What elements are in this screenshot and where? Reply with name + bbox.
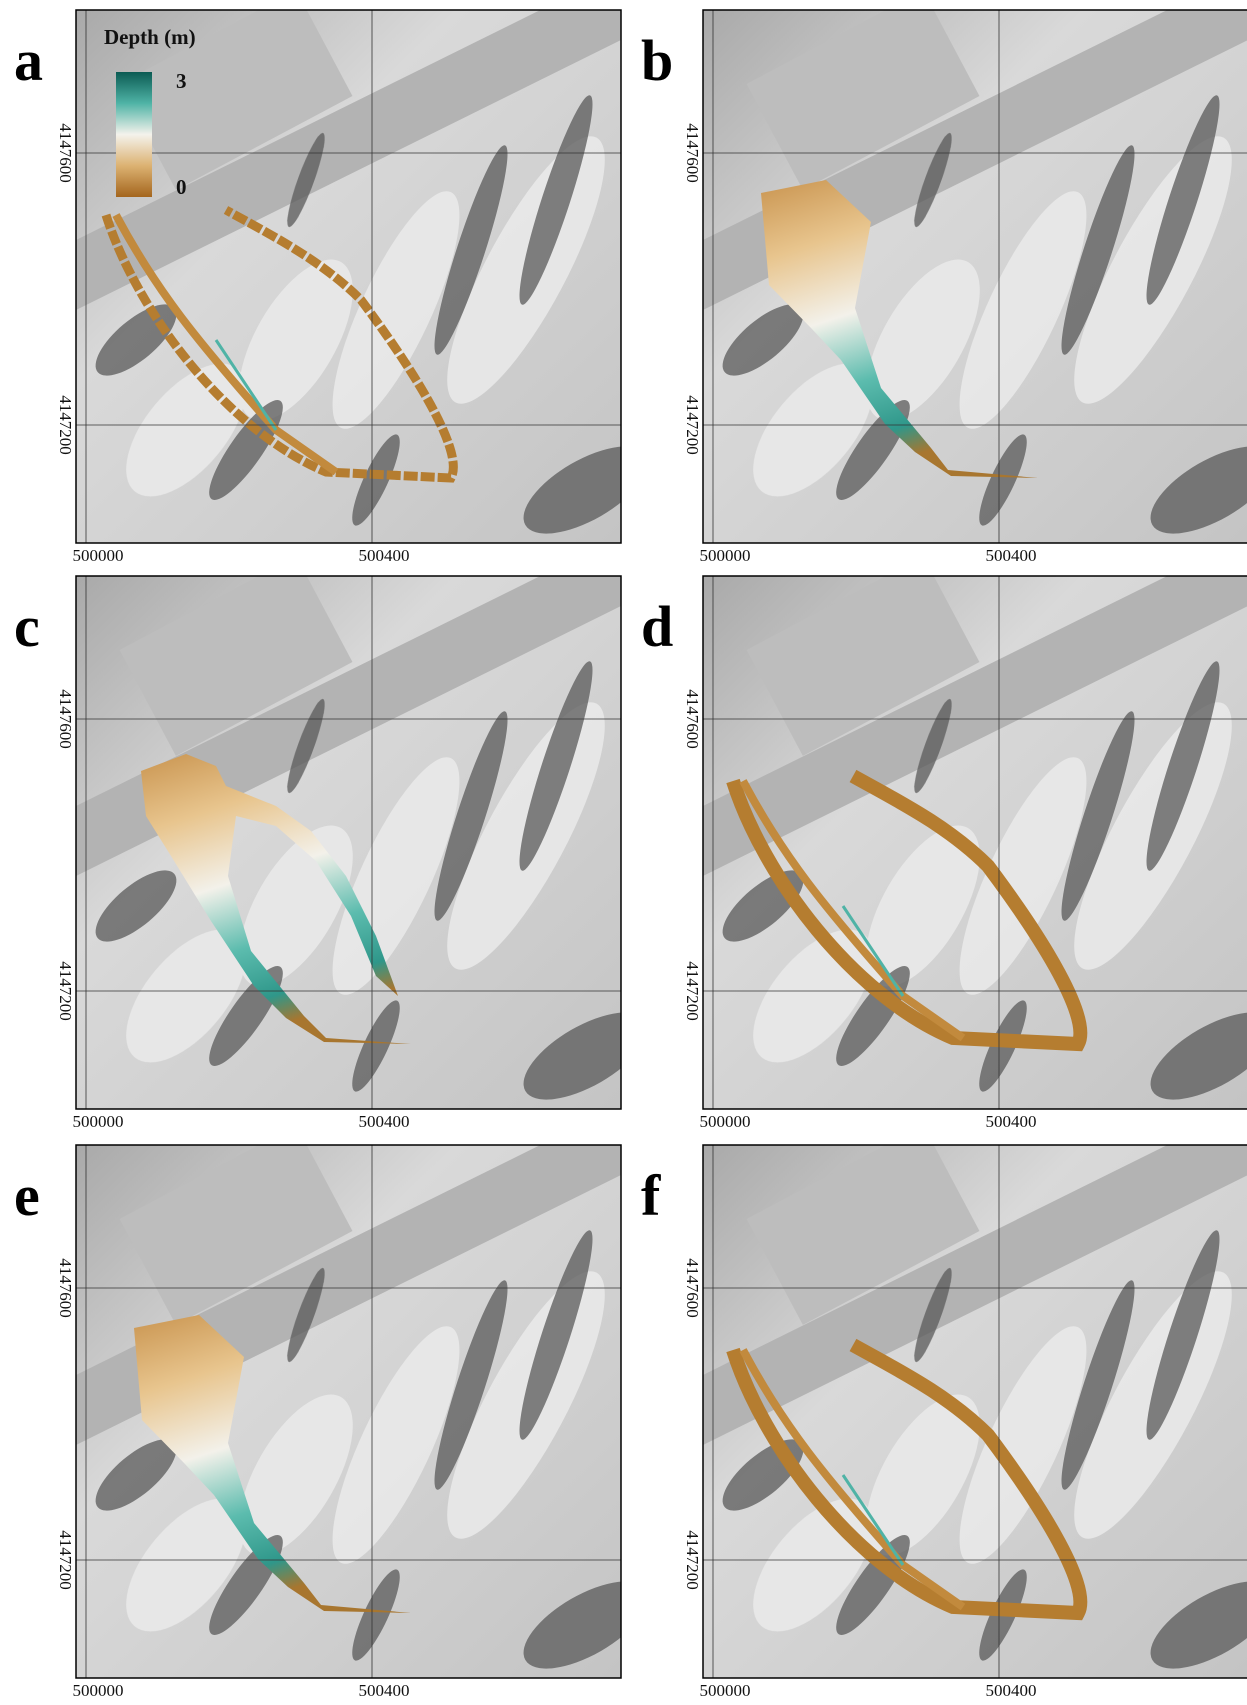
panel-label: f bbox=[641, 1163, 661, 1228]
legend-min: 0 bbox=[176, 175, 187, 199]
map-panel: 500000 500400 4147600 4147200 bbox=[683, 536, 1247, 1131]
x-tick-label: 500000 bbox=[73, 546, 124, 565]
y-tick-label: 4147200 bbox=[56, 395, 75, 455]
map-panel: 500000 500400 4147600 4147200 bbox=[683, 0, 1247, 565]
panel-label: e bbox=[14, 1163, 40, 1228]
map-area bbox=[703, 536, 1247, 1117]
map-panel: 500000 500400 4147600 4147200 bbox=[56, 1105, 662, 1700]
y-tick-label: 4147200 bbox=[683, 1530, 702, 1590]
x-tick-label: 500000 bbox=[700, 1681, 751, 1700]
hillshade bbox=[703, 1105, 1247, 1686]
x-tick-label: 500000 bbox=[73, 1112, 124, 1131]
hillshade bbox=[76, 0, 662, 551]
y-tick-label: 4147600 bbox=[56, 689, 75, 749]
x-tick-label: 500400 bbox=[359, 546, 410, 565]
y-tick-label: 4147200 bbox=[683, 961, 702, 1021]
y-tick-label: 4147600 bbox=[56, 123, 75, 183]
panel-label: a bbox=[14, 28, 43, 93]
legend-max: 3 bbox=[176, 69, 187, 93]
map-area bbox=[76, 536, 662, 1117]
y-tick-label: 4147600 bbox=[683, 1258, 702, 1318]
map-area bbox=[76, 0, 662, 551]
figure: 500000 500400 4147600 4147200 a 500000 500400 4… bbox=[0, 0, 1247, 1705]
map-area bbox=[76, 1105, 662, 1686]
x-tick-label: 500400 bbox=[986, 1112, 1037, 1131]
y-tick-label: 4147200 bbox=[56, 1530, 75, 1590]
y-tick-label: 4147600 bbox=[56, 1258, 75, 1318]
x-tick-label: 500400 bbox=[986, 546, 1037, 565]
y-tick-label: 4147200 bbox=[56, 961, 75, 1021]
x-tick-label: 500400 bbox=[986, 1681, 1037, 1700]
x-tick-label: 500400 bbox=[359, 1112, 410, 1131]
panel-label: d bbox=[641, 594, 673, 659]
legend-colorbar bbox=[116, 72, 152, 197]
x-tick-label: 500000 bbox=[700, 546, 751, 565]
map-area bbox=[703, 0, 1247, 551]
map-area bbox=[703, 1105, 1247, 1686]
y-tick-label: 4147600 bbox=[683, 689, 702, 749]
y-tick-label: 4147200 bbox=[683, 395, 702, 455]
legend-title: Depth (m) bbox=[104, 25, 196, 49]
hillshade bbox=[703, 536, 1247, 1117]
x-tick-label: 500000 bbox=[73, 1681, 124, 1700]
map-panel: 500000 500400 4147600 4147200 bbox=[56, 536, 662, 1131]
panel-label: b bbox=[641, 28, 673, 93]
map-panel: 500000 500400 4147600 4147200 bbox=[683, 1105, 1247, 1700]
x-tick-label: 500000 bbox=[700, 1112, 751, 1131]
panel-label: c bbox=[14, 594, 40, 659]
y-tick-label: 4147600 bbox=[683, 123, 702, 183]
x-tick-label: 500400 bbox=[359, 1681, 410, 1700]
